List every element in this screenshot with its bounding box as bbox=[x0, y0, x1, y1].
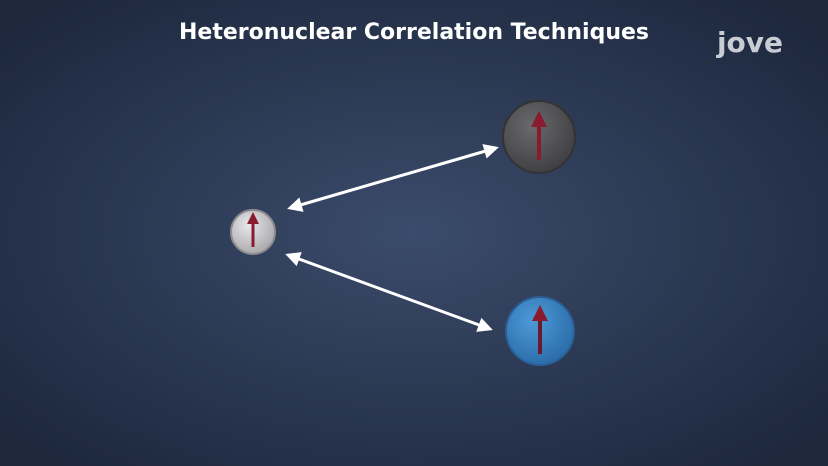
small-nucleus bbox=[230, 209, 276, 255]
gray-nucleus bbox=[502, 100, 576, 174]
arrow bbox=[287, 144, 499, 212]
blue-nucleus bbox=[505, 296, 575, 366]
logo: jove bbox=[716, 26, 783, 59]
correlation-arrows bbox=[285, 144, 499, 332]
arrow bbox=[285, 252, 493, 332]
title: Heteronuclear Correlation Techniques bbox=[179, 20, 649, 45]
